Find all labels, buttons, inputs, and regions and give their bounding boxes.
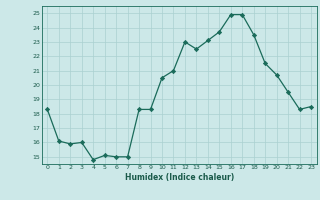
X-axis label: Humidex (Indice chaleur): Humidex (Indice chaleur) (124, 173, 234, 182)
